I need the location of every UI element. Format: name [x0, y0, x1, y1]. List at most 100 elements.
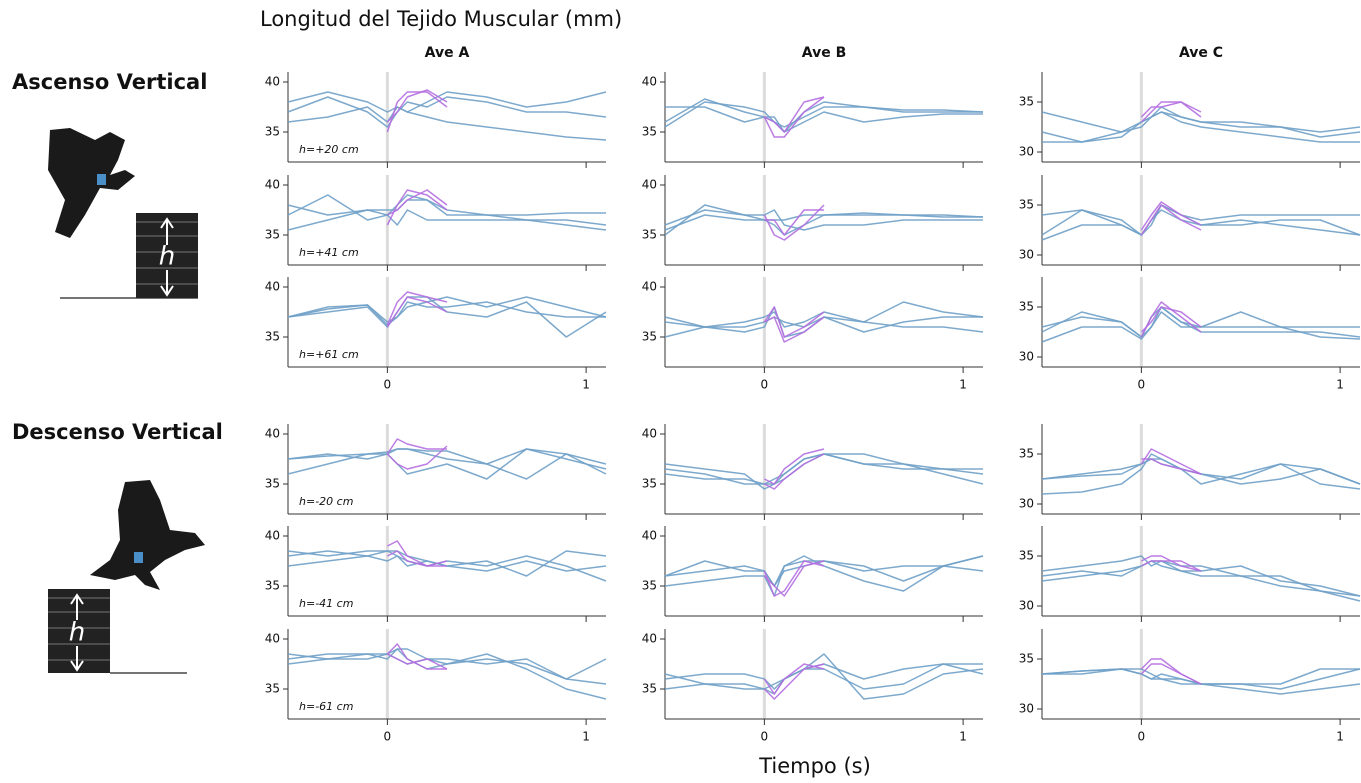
x-tick-label: 0 [1138, 378, 1146, 392]
data-line [386, 91, 448, 133]
data-line [287, 448, 607, 470]
data-line [287, 194, 607, 226]
y-tick-label: 35 [642, 125, 657, 139]
data-line [287, 448, 607, 480]
data-line [664, 306, 984, 338]
data-line [1041, 106, 1361, 143]
data-line [1140, 306, 1202, 333]
y-tick-label: 35 [1019, 300, 1034, 314]
y-tick-label: 35 [265, 330, 280, 344]
data-line [763, 204, 825, 241]
data-line [287, 296, 607, 338]
y-tick-label: 40 [265, 427, 280, 441]
data-line [287, 448, 607, 480]
x-tick-label: 1 [582, 378, 590, 392]
column-title: Ave A [425, 45, 470, 61]
y-tick-label: 40 [265, 178, 280, 192]
y-tick-label: 35 [1019, 447, 1034, 461]
data-line [664, 653, 984, 700]
data-line [763, 96, 825, 138]
panel-annotation: h=-61 cm [299, 700, 353, 713]
group-title: Ascenso Vertical [12, 70, 207, 94]
data-line [763, 306, 825, 338]
data-line [1140, 101, 1202, 123]
column-title: Ave B [802, 45, 847, 61]
data-line [1140, 204, 1202, 236]
y-tick-label: 35 [642, 228, 657, 242]
x-tick-label: 0 [761, 730, 769, 744]
panel-annotation: h=-20 cm [299, 495, 353, 508]
panel-annotation: h=+20 cm [299, 143, 359, 156]
x-tick-label: 1 [582, 730, 590, 744]
data-line [287, 199, 606, 231]
y-tick-label: 40 [642, 178, 657, 192]
data-line [287, 550, 607, 572]
data-line [664, 555, 984, 597]
y-tick-label: 30 [1019, 497, 1034, 511]
data-line [1041, 209, 1361, 236]
y-tick-label: 40 [642, 280, 657, 294]
data-line [1041, 306, 1361, 338]
y-tick-label: 40 [265, 632, 280, 646]
data-line [664, 555, 984, 587]
data-line [386, 291, 448, 326]
x-tick-label: 1 [959, 730, 967, 744]
y-tick-label: 40 [265, 280, 280, 294]
x-tick-label: 0 [1138, 730, 1146, 744]
data-line [387, 540, 448, 567]
data-line [1140, 201, 1202, 231]
data-line [1042, 111, 1360, 143]
y-tick-label: 35 [642, 682, 657, 696]
figure-title: Longitud del Tejido Muscular (mm) [260, 7, 622, 31]
y-tick-label: 30 [1019, 145, 1034, 159]
data-line [1141, 458, 1202, 475]
data-line [387, 189, 448, 216]
x-tick-label: 1 [1336, 378, 1344, 392]
bird-illustration: h [48, 480, 205, 674]
data-line [386, 438, 447, 455]
y-tick-label: 30 [1019, 702, 1034, 716]
data-line [1140, 301, 1202, 338]
data-line [1141, 555, 1202, 572]
y-tick-label: 35 [265, 477, 280, 491]
column-title: Ave C [1179, 45, 1223, 61]
x-axis-label: Tiempo (s) [758, 754, 871, 778]
data-line [664, 209, 984, 226]
data-line [763, 560, 825, 597]
data-line [287, 91, 607, 123]
y-tick-label: 30 [1019, 599, 1034, 613]
data-line [287, 648, 607, 685]
y-tick-label: 40 [642, 75, 657, 89]
y-tick-label: 30 [1019, 350, 1034, 364]
data-line [664, 453, 984, 485]
data-line [664, 98, 983, 133]
data-line [764, 316, 825, 343]
x-tick-label: 1 [959, 378, 967, 392]
data-line [1041, 555, 1361, 597]
data-line [386, 445, 448, 470]
y-tick-label: 40 [642, 632, 657, 646]
y-tick-label: 35 [642, 330, 657, 344]
y-tick-label: 35 [265, 682, 280, 696]
data-line [665, 101, 983, 133]
panel-annotation: h=+61 cm [299, 348, 359, 361]
data-line [1041, 311, 1361, 343]
data-line [1041, 204, 1361, 236]
data-line [1041, 668, 1361, 695]
y-tick-label: 35 [642, 477, 657, 491]
y-tick-label: 35 [1019, 549, 1034, 563]
bird-illustration: h [48, 128, 198, 299]
data-line [1141, 560, 1202, 572]
panel-annotation: h=-41 cm [299, 597, 353, 610]
data-line [1041, 204, 1360, 241]
data-line [1140, 663, 1202, 685]
y-tick-label: 35 [1019, 95, 1034, 109]
data-line [763, 560, 825, 597]
data-line [287, 194, 607, 231]
height-symbol: h [69, 618, 85, 648]
data-line [664, 560, 984, 587]
data-line [386, 643, 447, 670]
y-tick-label: 35 [265, 579, 280, 593]
data-line [664, 301, 984, 328]
